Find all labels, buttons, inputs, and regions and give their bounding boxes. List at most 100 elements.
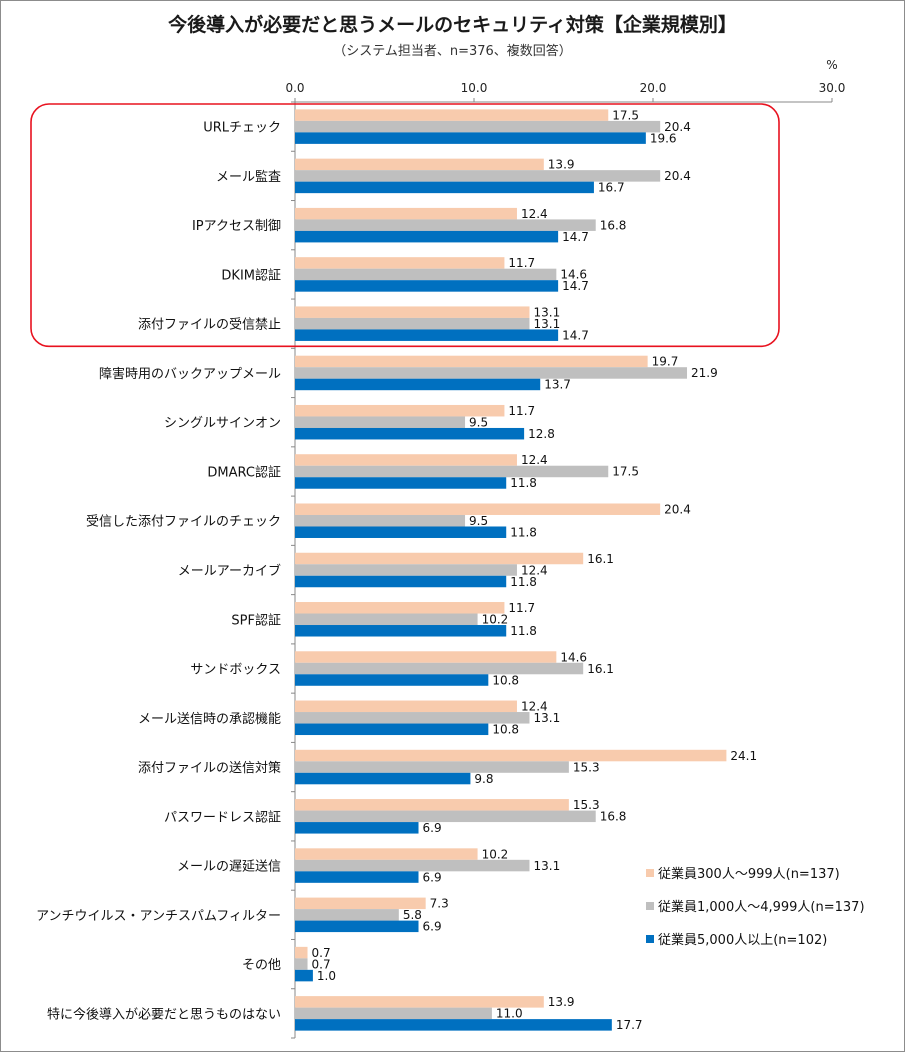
bar (295, 761, 569, 773)
bar (295, 662, 584, 675)
legend-swatch (646, 869, 654, 877)
data-label: 13.1 (533, 859, 560, 873)
legend-label: 従業員300人～999人(n=137) (658, 866, 840, 882)
data-label: 20.4 (664, 120, 691, 134)
bar (295, 723, 489, 736)
data-label: 7.3 (430, 897, 449, 911)
data-label: 12.8 (528, 427, 555, 441)
data-label: 11.8 (510, 525, 537, 539)
bar (295, 700, 517, 713)
data-label: 13.1 (533, 305, 560, 319)
data-label: 15.3 (573, 760, 600, 774)
bar (295, 427, 525, 440)
category-label: メール送信時の承認機能 (138, 711, 281, 727)
data-label: 13.7 (544, 378, 571, 392)
bar (295, 859, 530, 872)
data-label: 11.7 (508, 256, 535, 270)
bar (295, 946, 308, 959)
bar (295, 799, 569, 811)
data-label: 15.3 (573, 798, 600, 812)
category-label: アンチウイルス・アンチスパムフィルター (36, 909, 281, 924)
data-label: 14.6 (560, 268, 587, 282)
data-label: 11.0 (496, 1007, 523, 1021)
bar (295, 552, 584, 565)
data-label: 14.6 (560, 650, 587, 664)
category-label: SPF認証 (231, 612, 281, 628)
unit-label: % (826, 58, 837, 72)
legend-label: 従業員5,000人以上(n=102) (658, 932, 827, 948)
bar (295, 306, 530, 318)
data-label: 11.7 (508, 404, 535, 418)
category-label: パスワードレス認証 (164, 809, 281, 825)
bar (295, 280, 559, 292)
data-label: 13.9 (548, 995, 575, 1009)
bar (295, 416, 466, 428)
bar (295, 749, 727, 762)
category-label: 添付ファイルの送信対策 (138, 760, 281, 776)
x-tick-label: 10.0 (461, 81, 488, 95)
bar (295, 575, 507, 588)
bar (295, 268, 557, 281)
data-label: 14.7 (562, 230, 589, 244)
data-label: 1.0 (317, 969, 336, 983)
bar (295, 822, 419, 834)
category-label: DMARC認証 (207, 464, 281, 480)
x-tick-label: 20.0 (640, 81, 667, 95)
bar (295, 181, 594, 194)
bar (295, 1019, 612, 1031)
data-label: 17.7 (616, 1018, 643, 1032)
data-label: 17.5 (612, 108, 639, 122)
data-label: 24.1 (730, 749, 757, 763)
bar (295, 564, 517, 576)
bar (295, 625, 507, 637)
data-label: 12.4 (521, 453, 548, 467)
data-label: 10.2 (482, 613, 509, 627)
data-label: 12.4 (521, 563, 548, 577)
bar (295, 355, 648, 368)
category-label: 添付ファイルの受信禁止 (138, 318, 281, 333)
data-label: 12.4 (521, 700, 548, 714)
bar (295, 1007, 492, 1020)
bar (295, 651, 557, 663)
data-label: 14.7 (562, 279, 589, 293)
legend-label: 従業員1,000人～4,999人(n=137) (658, 899, 865, 915)
bar (295, 613, 478, 626)
x-tick-label: 30.0 (819, 81, 846, 95)
legend-swatch (646, 935, 654, 943)
data-label: 9.5 (469, 514, 488, 528)
x-tick-label: 0.0 (285, 81, 304, 95)
data-label: 12.4 (521, 207, 548, 221)
data-label: 19.6 (650, 131, 677, 145)
bar (295, 120, 661, 133)
data-label: 20.4 (664, 502, 691, 516)
bar (295, 909, 399, 921)
category-label: IPアクセス制御 (192, 219, 281, 234)
chart-subtitle: （システム担当者、n=376、複数回答） (333, 44, 572, 59)
data-label: 16.8 (600, 218, 627, 232)
bar (295, 132, 646, 144)
data-label: 11.8 (510, 575, 537, 589)
category-label: 受信した添付ファイルのチェック (86, 515, 281, 530)
bar (295, 810, 596, 823)
chart-title: 今後導入が必要だと思うメールのセキュリティ対策【企業規模別】 (168, 14, 737, 36)
category-label: メール監査 (216, 169, 281, 185)
category-label: その他 (242, 958, 281, 973)
data-label: 11.7 (508, 601, 535, 615)
data-label: 0.7 (312, 946, 331, 960)
bar (295, 404, 505, 417)
bar (295, 503, 661, 515)
category-label: メールの遅延送信 (177, 860, 281, 875)
data-label: 11.8 (510, 476, 537, 490)
data-label: 20.4 (664, 169, 691, 183)
bar (295, 897, 426, 910)
data-label: 21.9 (691, 366, 718, 380)
data-label: 6.9 (423, 870, 442, 884)
data-label: 6.9 (423, 920, 442, 934)
bar (295, 170, 661, 182)
category-label: URLチェック (203, 121, 281, 136)
bar (295, 454, 517, 466)
data-label: 0.7 (312, 957, 331, 971)
legend-swatch (646, 902, 654, 910)
data-label: 16.8 (600, 810, 627, 824)
category-label: シングルサインオン (164, 416, 281, 431)
